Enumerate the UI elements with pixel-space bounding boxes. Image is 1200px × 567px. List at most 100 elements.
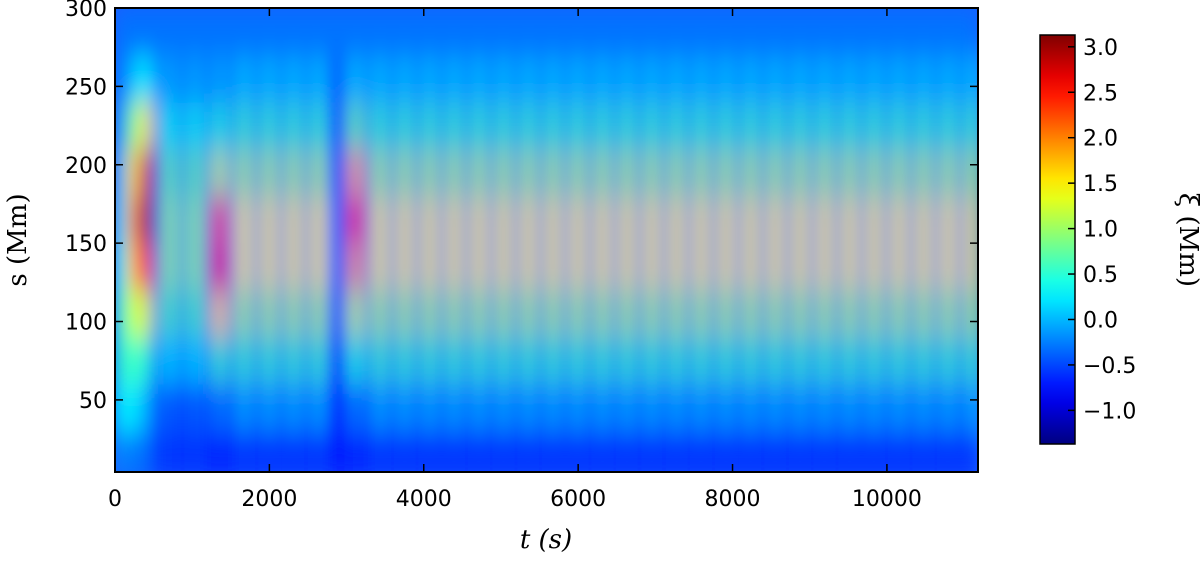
heatmap-cell [855, 148, 869, 197]
heatmap-cell [941, 289, 956, 338]
heatmap-cell [645, 289, 659, 338]
heatmap-cell [435, 430, 449, 472]
heatmap-cell [830, 336, 845, 385]
heatmap-cell [410, 101, 425, 150]
heatmap-cell [410, 148, 425, 197]
heatmap-cell [744, 101, 758, 150]
heatmap-cell [707, 289, 721, 338]
heatmap-cell [954, 148, 968, 197]
heatmap-cell [312, 242, 326, 291]
heatmap-cell [929, 148, 943, 197]
heatmap-cell [793, 336, 808, 385]
heatmap-cell [571, 54, 585, 103]
heatmap-cell [373, 101, 388, 150]
heatmap-cell [843, 195, 857, 244]
heatmap-cell [719, 54, 734, 103]
heatmap-cell [139, 148, 153, 197]
heatmap-cell [299, 336, 314, 385]
heatmap-cell [806, 148, 820, 197]
heatmap-cell [596, 195, 610, 244]
heatmap-cell [608, 101, 622, 150]
heatmap-cell [744, 336, 758, 385]
heatmap-cell [312, 289, 326, 338]
heatmap-cell [769, 54, 783, 103]
heatmap-cell [188, 101, 202, 150]
heatmap-cell [670, 54, 684, 103]
heatmap-cell [299, 148, 314, 197]
heatmap-cell [843, 101, 857, 150]
heatmap-cell [299, 101, 314, 150]
heatmap-cell [250, 242, 264, 291]
heatmap-cell [645, 54, 659, 103]
heatmap-cell [275, 383, 289, 432]
colorbar-tick-label: 3.0 [1083, 36, 1118, 61]
y-tick-label: 150 [65, 232, 107, 257]
heatmap-cell [657, 383, 672, 432]
heatmap-cell [188, 289, 202, 338]
heatmap-cell [225, 8, 240, 56]
heatmap-cell [806, 195, 820, 244]
heatmap-cell [966, 54, 978, 103]
heatmap-cell [398, 430, 412, 472]
heatmap-cell [250, 195, 264, 244]
heatmap-cell [892, 336, 906, 385]
y-tick-label: 50 [79, 389, 107, 414]
heatmap-cell [732, 383, 746, 432]
heatmap-cell [163, 383, 178, 432]
heatmap-cell [781, 289, 795, 338]
heatmap-cell [225, 289, 240, 338]
heatmap-cell [583, 383, 598, 432]
heatmap-cell [324, 242, 338, 291]
heatmap-cell [262, 101, 277, 150]
heatmap-cell [398, 8, 412, 56]
heatmap-cell [732, 289, 746, 338]
heatmap-cell [250, 430, 264, 472]
heatmap-cell [485, 430, 499, 472]
heatmap-cell [633, 430, 647, 472]
heatmap-cell [398, 336, 412, 385]
heatmap-cell [880, 54, 894, 103]
x-tick-label: 8000 [705, 487, 761, 512]
heatmap-cell [262, 430, 277, 472]
heatmap-cell [571, 195, 585, 244]
heatmap-cell [892, 430, 906, 472]
heatmap-cell [522, 8, 536, 56]
heatmap-cell [472, 242, 487, 291]
heatmap-cell [275, 101, 289, 150]
heatmap-cell [917, 383, 931, 432]
heatmap-cell [497, 54, 511, 103]
heatmap-cell [620, 195, 635, 244]
heatmap-cell [793, 242, 808, 291]
heatmap-cell [238, 383, 252, 432]
heatmap-cell [929, 242, 943, 291]
heatmap-cell [472, 8, 487, 56]
heatmap-cell [806, 336, 820, 385]
heatmap-cell [447, 195, 462, 244]
heatmap-cell [867, 383, 882, 432]
heatmap-cell [423, 289, 437, 338]
heatmap-cell [694, 242, 709, 291]
heatmap-cell [213, 195, 227, 244]
heatmap-cell [645, 148, 659, 197]
heatmap-cell [423, 148, 437, 197]
heatmap-cell [756, 8, 771, 56]
heatmap-cell [250, 336, 264, 385]
heatmap-cell [756, 148, 771, 197]
heatmap-cell [410, 54, 425, 103]
heatmap-cell [176, 8, 190, 56]
x-tick-label: 0 [108, 487, 122, 512]
heatmap-cell [744, 54, 758, 103]
heatmap-cell [892, 148, 906, 197]
heatmap-cell [719, 430, 734, 472]
heatmap-cell [744, 289, 758, 338]
heatmap-cell [781, 242, 795, 291]
heatmap-cell [756, 54, 771, 103]
heatmap-cell [941, 195, 956, 244]
heatmap-cell [460, 195, 474, 244]
heatmap-cell [694, 101, 709, 150]
heatmap-cell [732, 101, 746, 150]
heatmap-cell [485, 289, 499, 338]
heatmap-cell [657, 148, 672, 197]
x-tick-label: 10000 [852, 487, 922, 512]
heatmap-cell [694, 289, 709, 338]
